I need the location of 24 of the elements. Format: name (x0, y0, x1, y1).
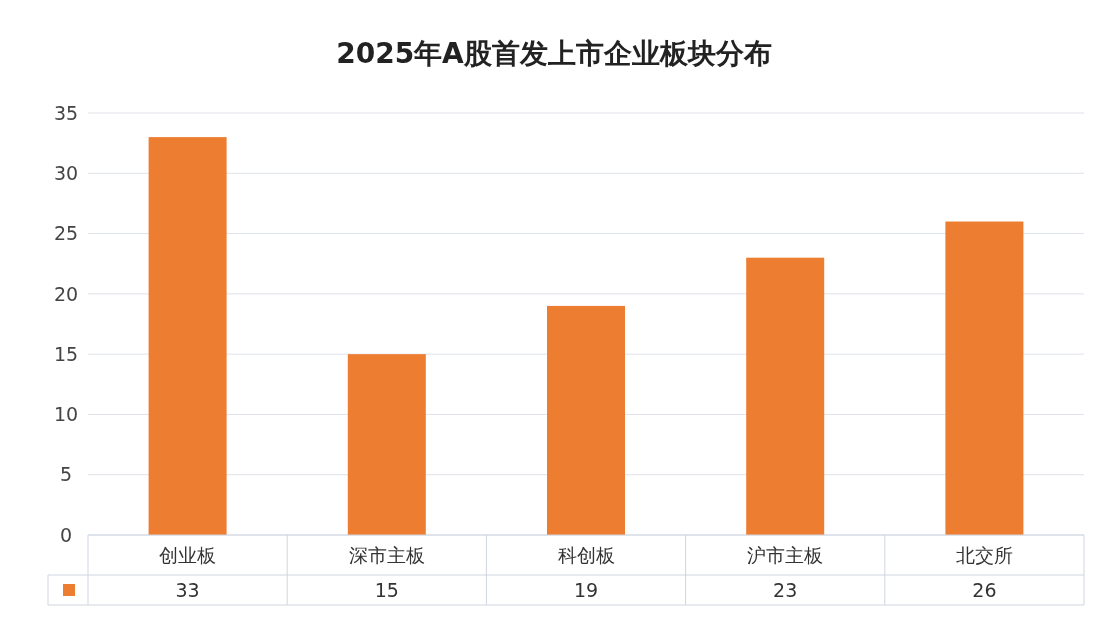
data-label: 15 (374, 578, 399, 601)
y-tick-label: 25 (53, 222, 79, 245)
data-label: 26 (972, 578, 997, 601)
bar (945, 221, 1024, 535)
data-label: 23 (773, 578, 798, 601)
x-tick-label: 科创板 (557, 543, 615, 566)
y-tick-label: 0 (59, 523, 73, 546)
x-tick-label: 创业板 (159, 543, 217, 566)
y-tick-label: 15 (53, 342, 79, 365)
y-tick-label: 30 (53, 161, 79, 184)
data-label: 33 (175, 578, 200, 601)
chart-title: 2025年A股首发上市企业板块分布 (336, 37, 772, 70)
data-label: 19 (573, 578, 599, 601)
x-tick-label: 北交所 (955, 543, 1013, 566)
x-tick-label: 沪市主板 (747, 543, 824, 566)
y-tick-label: 10 (53, 403, 79, 426)
y-tick-label: 20 (53, 282, 79, 305)
bar (547, 305, 625, 535)
bar (347, 354, 426, 535)
bar (746, 257, 825, 535)
bar (148, 137, 227, 535)
x-tick-label: 深市主板 (348, 543, 425, 566)
y-tick-label: 5 (59, 463, 73, 486)
y-tick-label: 35 (53, 101, 79, 124)
